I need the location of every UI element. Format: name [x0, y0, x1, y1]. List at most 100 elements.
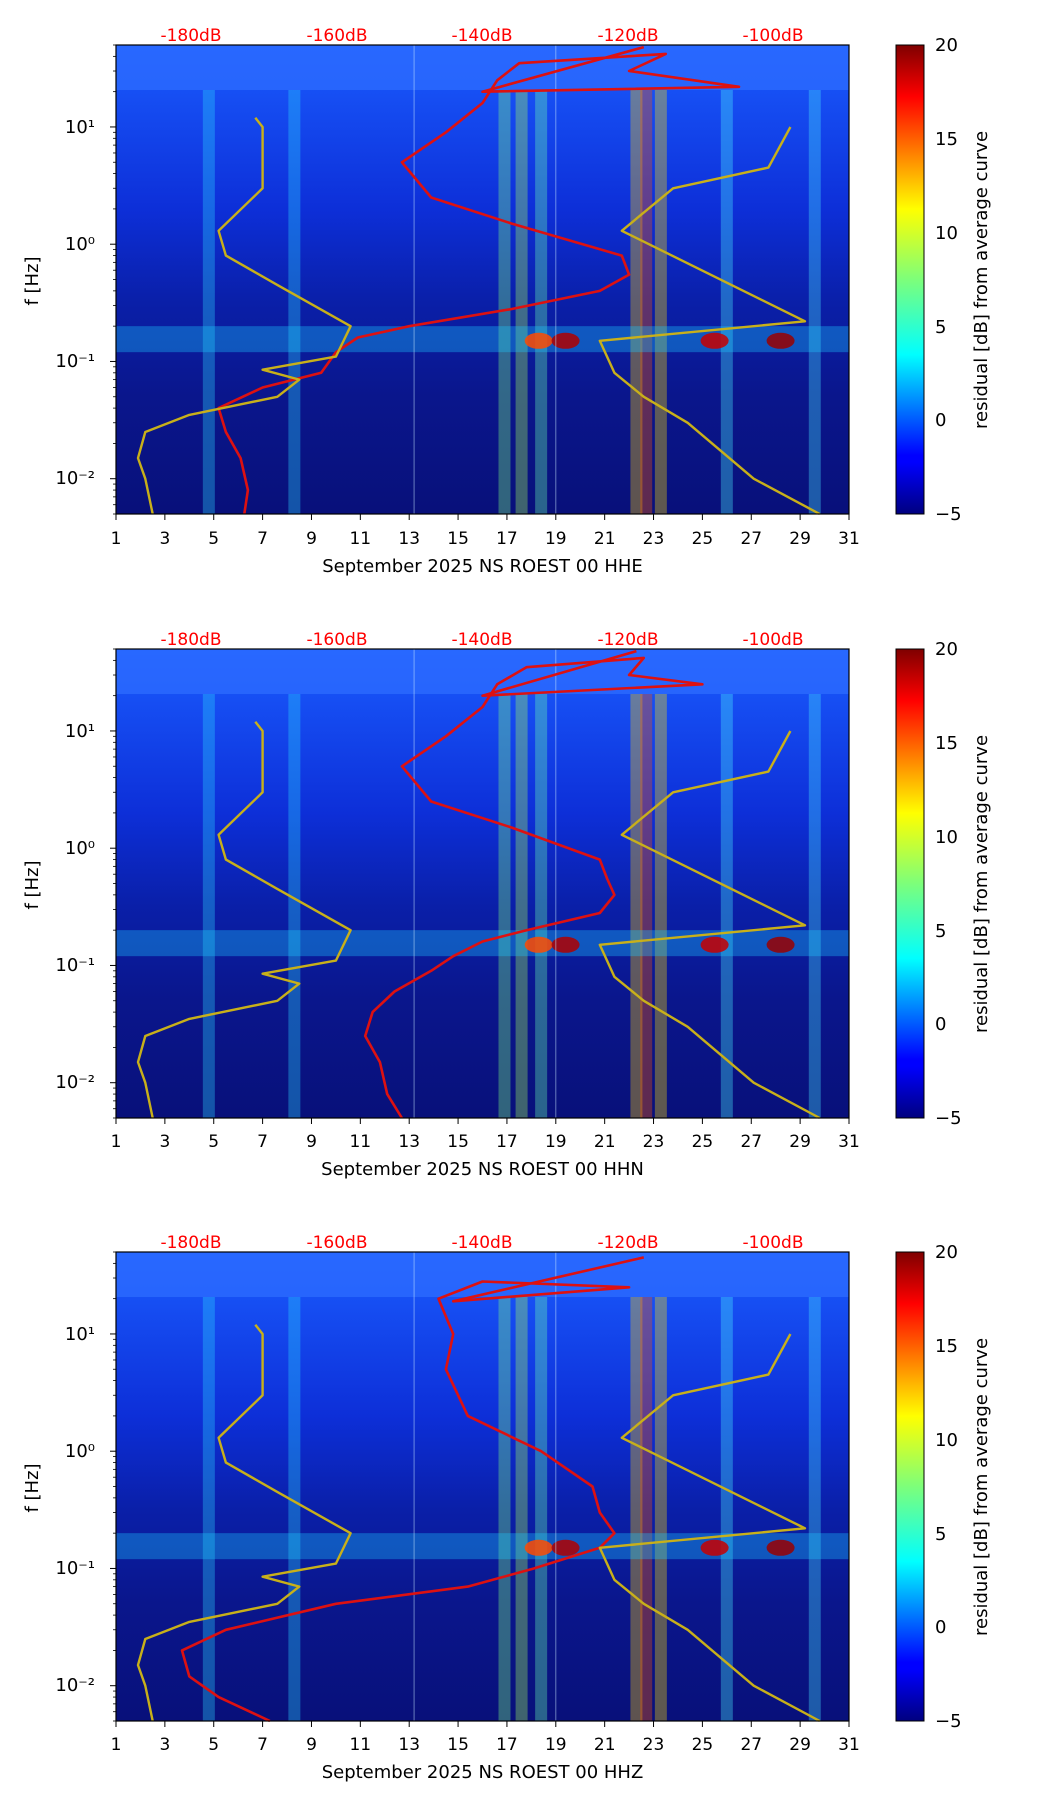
x-tick-label: 13	[398, 1735, 420, 1755]
y-axis-hhz: 10¹ 10⁰ 10⁻¹ 10⁻²	[55, 1324, 95, 1696]
x-axis-label: September 2025 NS ROEST 00 HHN	[321, 1159, 644, 1180]
x-tick-label: 3	[159, 529, 170, 549]
y-axis-label: f [Hz]	[22, 860, 43, 909]
microseism-peak	[524, 936, 553, 953]
x-tick-label: 15	[447, 1735, 469, 1755]
x-tick-label: 17	[496, 1132, 518, 1152]
db-label: -140dB	[451, 630, 512, 650]
colorbar-tick-label: −5	[935, 1711, 962, 1732]
y-tick-label: 10⁻¹	[55, 955, 95, 976]
series-nhnm	[598, 730, 821, 1120]
x-tick-label: 15	[447, 1132, 469, 1152]
colorbar-tick-label: 0	[935, 410, 946, 431]
y-tick-label: 10¹	[65, 721, 95, 742]
x-tick-label: 1	[111, 1132, 122, 1152]
activity-streak	[720, 90, 733, 514]
x-tick-label: 9	[306, 1735, 317, 1755]
x-tick-label: 9	[306, 1132, 317, 1152]
activity-streak	[808, 90, 821, 514]
x-tick-label: 11	[349, 1132, 371, 1152]
x-tick-label: 11	[349, 1735, 371, 1755]
x-tick-label: 5	[208, 529, 219, 549]
activity-streak	[202, 694, 215, 1118]
activity-streak	[630, 1297, 643, 1721]
series-nlnm	[136, 116, 352, 515]
series-nhnm	[598, 1333, 821, 1723]
microseism-peak	[551, 1539, 580, 1556]
x-tick-label: 25	[692, 1735, 714, 1755]
x-tick-label: 11	[349, 529, 371, 549]
activity-streak	[515, 90, 528, 514]
activity-streak	[720, 1297, 733, 1721]
db-label: -160dB	[306, 1233, 367, 1253]
x-tick-label: 19	[545, 1735, 567, 1755]
activity-streak	[720, 694, 733, 1118]
activity-streak	[288, 1297, 301, 1721]
x-axis-label: September 2025 NS ROEST 00 HHE	[322, 556, 643, 577]
panel-hhn: -180dB -160dB -140dB -120dB -100dB 1 3 5…	[22, 630, 992, 1180]
db-label: -160dB	[306, 26, 367, 46]
x-axis-hhn: 1 3 5 7 9 11 13 15 17 19 21 23 25 27 29 …	[111, 1132, 860, 1152]
colorbar-label: residual [dB] from average curve	[971, 131, 992, 429]
x-tick-label: 9	[306, 529, 317, 549]
db-label: -180dB	[160, 1233, 221, 1253]
y-tick-label: 10¹	[65, 117, 95, 138]
microseism-peak	[766, 936, 795, 953]
x-tick-label: 15	[447, 529, 469, 549]
x-tick-label: 19	[545, 1132, 567, 1152]
colorbar-tick-label: 10	[935, 223, 958, 244]
colorbar-tick-label: −5	[935, 1108, 962, 1129]
hf-noise-band	[116, 45, 849, 90]
activity-streak	[202, 90, 215, 514]
hf-noise-band	[116, 1252, 849, 1297]
activity-streak	[640, 90, 653, 514]
x-tick-label: 31	[838, 1735, 860, 1755]
microseism-peak	[551, 332, 580, 349]
top-db-labels-hhn: -180dB -160dB -140dB -120dB -100dB	[160, 630, 803, 650]
db-label: -120dB	[597, 26, 658, 46]
db-label: -100dB	[742, 26, 803, 46]
series-average-psd	[180, 1256, 645, 1723]
y-tick-label: 10⁻²	[55, 1072, 95, 1093]
activity-streak	[515, 694, 528, 1118]
x-axis-hhz: 1 3 5 7 9 11 13 15 17 19 21 23 25 27 29 …	[111, 1735, 860, 1755]
y-tick-label: 10⁰	[65, 838, 95, 859]
y-tick-label: 10⁻¹	[55, 1558, 95, 1579]
x-tick-label: 19	[545, 529, 567, 549]
x-tick-label: 29	[789, 1132, 811, 1152]
x-tick-label: 7	[257, 1735, 268, 1755]
x-tick-label: 27	[740, 529, 762, 549]
microseism-band	[116, 326, 849, 353]
x-tick-label: 5	[208, 1132, 219, 1152]
x-tick-label: 13	[398, 1132, 420, 1152]
colorbar-hhz	[895, 1251, 925, 1722]
y-axis-hhe: 10¹ 10⁰ 10⁻¹ 10⁻²	[55, 117, 95, 489]
colorbar-hhe	[895, 44, 925, 515]
microseism-peak	[524, 332, 553, 349]
activity-streak	[640, 1297, 653, 1721]
colorbar-tick-label: 10	[935, 827, 958, 848]
x-tick-label: 21	[594, 1735, 616, 1755]
colorbar-label: residual [dB] from average curve	[971, 1338, 992, 1636]
x-tick-label: 3	[159, 1132, 170, 1152]
spectrogram-hhe	[110, 44, 850, 520]
spectrogram-hhn	[110, 648, 850, 1124]
x-axis-hhe: 1 3 5 7 9 11 13 15 17 19 21 23 25 27 29 …	[111, 529, 860, 549]
series-nlnm	[136, 1323, 352, 1722]
x-axis-label: September 2025 NS ROEST 00 HHZ	[322, 1762, 644, 1783]
x-tick-label: 23	[643, 1735, 665, 1755]
colorbar-tick-label: 5	[935, 317, 946, 338]
series-nlnm	[136, 720, 352, 1119]
colorbar-hhn	[895, 648, 925, 1119]
x-tick-label: 13	[398, 529, 420, 549]
activity-streak	[808, 694, 821, 1118]
y-axis-hhn: 10¹ 10⁰ 10⁻¹ 10⁻²	[55, 721, 95, 1093]
activity-streak	[654, 90, 667, 514]
activity-streak	[654, 694, 667, 1118]
activity-streak	[630, 90, 643, 514]
colorbar-ticks-hhz: 20 15 10 5 0 −5	[935, 1242, 962, 1732]
top-db-labels-hhz: -180dB -160dB -140dB -120dB -100dB	[160, 1233, 803, 1253]
plot-background	[116, 45, 849, 514]
x-tick-label: 7	[257, 529, 268, 549]
